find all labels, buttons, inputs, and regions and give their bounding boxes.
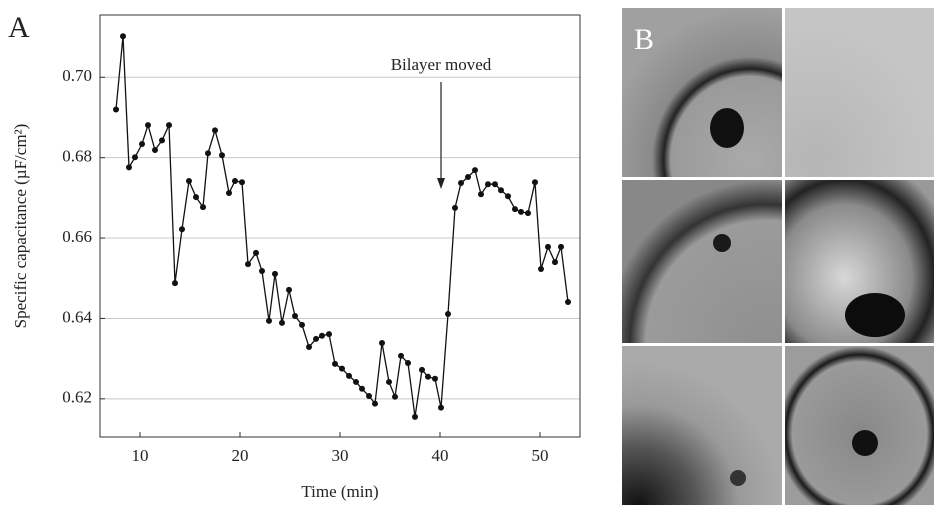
data-point	[398, 352, 404, 359]
data-point	[266, 317, 272, 324]
data-line	[115, 36, 569, 418]
data-point	[219, 152, 225, 159]
data-point	[232, 177, 238, 184]
micrograph-spot	[710, 108, 744, 148]
data-point	[532, 179, 538, 186]
data-point	[339, 365, 345, 372]
data-point	[113, 106, 119, 113]
micrograph-spot	[845, 293, 905, 337]
data-point	[239, 179, 245, 186]
y-tick-label: 0.66	[62, 227, 92, 246]
data-point	[245, 261, 251, 268]
data-point	[179, 226, 185, 233]
x-tick-label: 30	[332, 446, 349, 465]
data-point	[565, 298, 571, 305]
data-point	[205, 150, 211, 157]
x-tick-label: 20	[232, 446, 249, 465]
panel-label: A	[8, 11, 30, 44]
data-point	[419, 366, 425, 373]
micrograph	[785, 346, 934, 505]
data-point	[172, 280, 178, 287]
data-point	[166, 122, 172, 129]
data-point	[485, 181, 491, 188]
data-point	[226, 190, 232, 197]
data-point	[286, 286, 292, 293]
data-point	[306, 343, 312, 350]
plot-frame	[99, 14, 581, 438]
x-tick-label: 50	[532, 446, 549, 465]
data-point	[492, 181, 498, 188]
data-point	[512, 206, 518, 213]
data-point	[186, 177, 192, 184]
data-point	[272, 270, 278, 277]
micrograph-spot	[713, 234, 731, 252]
y-tick-label: 0.68	[62, 147, 92, 166]
y-axis-label: Specific capacitance (µF/cm²)	[11, 124, 30, 329]
data-point	[193, 194, 199, 201]
data-point	[366, 393, 372, 400]
data-point	[200, 204, 206, 211]
data-point	[392, 393, 398, 400]
data-point	[465, 173, 471, 180]
data-point	[319, 332, 325, 339]
data-point	[359, 385, 365, 392]
data-point	[145, 122, 151, 129]
x-axis-label: Time (min)	[301, 482, 378, 501]
data-point	[538, 266, 544, 273]
data-point	[552, 259, 558, 266]
data-point	[126, 164, 132, 171]
data-point	[405, 360, 411, 367]
panel-label: B	[634, 23, 654, 56]
micrograph	[622, 346, 782, 505]
micrograph	[785, 8, 934, 177]
micrograph-spot	[852, 430, 878, 456]
x-tick-label: 40	[432, 446, 449, 465]
data-point	[332, 360, 338, 367]
data-point	[386, 378, 392, 385]
data-point	[120, 33, 126, 40]
data-point	[458, 179, 464, 186]
data-point	[478, 191, 484, 198]
data-point	[346, 372, 352, 379]
data-point	[445, 311, 451, 318]
data-point	[505, 193, 511, 200]
data-point	[326, 331, 332, 338]
data-point	[412, 413, 418, 420]
data-point	[279, 319, 285, 326]
data-point	[518, 208, 524, 215]
data-point	[525, 210, 531, 217]
data-point	[299, 321, 305, 328]
data-point	[132, 154, 138, 161]
data-point	[212, 127, 218, 134]
data-point	[438, 404, 444, 411]
data-point	[498, 187, 504, 194]
y-tick-label: 0.70	[62, 66, 92, 85]
data-point	[425, 373, 431, 380]
data-point	[452, 204, 458, 211]
y-tick-label: 0.62	[62, 388, 92, 407]
annotation-arrowhead	[437, 178, 445, 189]
data-point	[472, 167, 478, 174]
data-point	[372, 400, 378, 407]
data-point	[545, 243, 551, 250]
data-point	[379, 339, 385, 346]
micrograph-spot	[730, 470, 746, 486]
data-point	[159, 137, 165, 144]
annotation: Bilayer moved	[391, 55, 492, 74]
data-point	[292, 313, 298, 320]
data-point	[259, 268, 265, 275]
x-tick-label: 10	[132, 446, 149, 465]
data-point	[353, 378, 359, 385]
data-point	[253, 249, 259, 256]
data-point	[432, 375, 438, 382]
data-point	[152, 147, 158, 154]
data-point	[313, 335, 319, 342]
y-tick-label: 0.64	[62, 307, 92, 326]
data-point	[558, 243, 564, 250]
data-point	[139, 141, 145, 148]
micrograph	[622, 180, 782, 343]
micrograph	[622, 8, 782, 177]
